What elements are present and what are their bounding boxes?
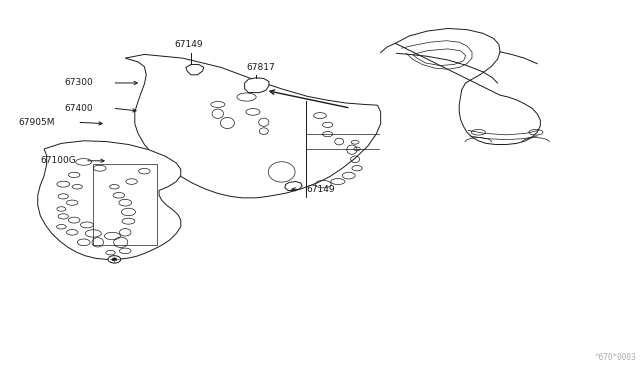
Polygon shape: [125, 54, 381, 198]
Text: 67149: 67149: [306, 185, 335, 194]
Text: 67905M: 67905M: [19, 118, 55, 127]
Polygon shape: [244, 78, 269, 93]
Polygon shape: [38, 141, 180, 259]
Text: ^670*0003: ^670*0003: [595, 353, 636, 362]
Text: 67400: 67400: [65, 104, 93, 113]
Text: 67149: 67149: [175, 40, 204, 49]
Text: 67300: 67300: [65, 78, 93, 87]
Text: 67100G: 67100G: [40, 156, 76, 165]
Polygon shape: [186, 64, 204, 75]
Text: 67817: 67817: [246, 63, 275, 72]
Polygon shape: [285, 182, 302, 190]
Polygon shape: [396, 29, 540, 144]
Circle shape: [108, 256, 121, 263]
Circle shape: [112, 258, 117, 261]
